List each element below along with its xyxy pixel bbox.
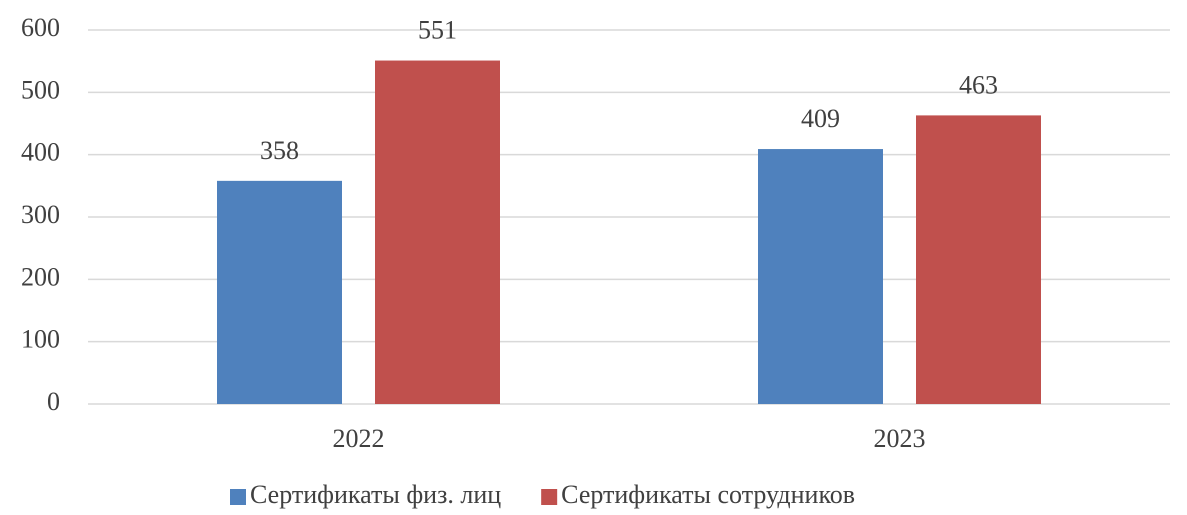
- bar: [217, 180, 342, 404]
- legend-label: Сертификаты физ. лиц: [250, 480, 501, 509]
- y-tick-label: 300: [21, 200, 60, 229]
- y-tick-label: 500: [21, 75, 60, 104]
- y-tick-label: 200: [21, 262, 60, 291]
- y-tick-label: 0: [47, 387, 60, 416]
- bar: [758, 149, 883, 404]
- y-tick-label: 600: [21, 13, 60, 42]
- y-tick-label: 100: [21, 325, 60, 354]
- x-tick-label: 2022: [333, 424, 385, 453]
- data-label: 409: [801, 104, 840, 133]
- x-tick-label: 2023: [874, 424, 926, 453]
- legend-label: Сертификаты сотрудников: [561, 480, 855, 509]
- bar: [375, 60, 500, 404]
- y-tick-label: 400: [21, 138, 60, 167]
- legend-swatch: [230, 489, 246, 505]
- data-label: 551: [418, 16, 457, 45]
- legend-swatch: [541, 489, 558, 505]
- bar: [916, 115, 1041, 404]
- data-label: 463: [959, 70, 998, 99]
- data-label: 358: [260, 136, 299, 165]
